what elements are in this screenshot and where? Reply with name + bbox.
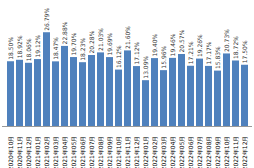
svg-text:17.21%: 17.21% xyxy=(187,41,194,64)
svg-text:17.17%: 17.17% xyxy=(205,41,212,64)
svg-text:15.96%: 15.96% xyxy=(160,45,167,68)
svg-text:2021年01月: 2021年01月 xyxy=(34,136,41,168)
svg-text:2021年12月: 2021年12月 xyxy=(133,136,140,168)
svg-text:2021年11月: 2021年11月 xyxy=(124,136,131,168)
svg-text:2022年07月: 2022年07月 xyxy=(196,136,203,168)
svg-text:2021年05月: 2021年05月 xyxy=(70,136,77,168)
svg-text:17.12%: 17.12% xyxy=(133,41,140,64)
svg-text:2021年08月: 2021年08月 xyxy=(97,136,104,168)
svg-text:2022年10月: 2022年10月 xyxy=(223,136,230,168)
svg-text:20.57%: 20.57% xyxy=(178,29,185,52)
svg-text:2022年03月: 2022年03月 xyxy=(160,136,167,168)
svg-text:19.70%: 19.70% xyxy=(70,32,77,55)
svg-text:18.06%: 18.06% xyxy=(25,38,32,61)
svg-text:19.46%: 19.46% xyxy=(169,33,176,56)
svg-text:18.23%: 18.23% xyxy=(79,38,86,61)
svg-text:2020年12月: 2020年12月 xyxy=(25,136,32,168)
svg-text:26.79%: 26.79% xyxy=(43,8,50,31)
svg-text:2021年09月: 2021年09月 xyxy=(106,136,113,168)
svg-text:2022年04月: 2022年04月 xyxy=(169,136,176,168)
svg-text:2021年07月: 2021年07月 xyxy=(88,136,95,168)
svg-text:2020年11月: 2020年11月 xyxy=(16,136,23,168)
svg-text:18.50%: 18.50% xyxy=(7,37,14,60)
svg-text:2022年12月: 2022年12月 xyxy=(241,136,248,168)
svg-text:20.73%: 20.73% xyxy=(223,29,230,52)
svg-text:21.60%: 21.60% xyxy=(124,26,131,49)
svg-text:15.83%: 15.83% xyxy=(214,46,221,69)
svg-text:16.12%: 16.12% xyxy=(115,45,122,68)
svg-text:2021年03月: 2021年03月 xyxy=(52,136,59,168)
svg-text:19.40%: 19.40% xyxy=(151,33,158,56)
svg-text:21.03%: 21.03% xyxy=(97,28,104,51)
svg-text:2022年09月: 2022年09月 xyxy=(214,136,221,168)
svg-text:22.88%: 22.88% xyxy=(61,21,68,44)
svg-text:2020年10月: 2020年10月 xyxy=(7,136,14,168)
svg-text:18.92%: 18.92% xyxy=(16,35,23,58)
svg-text:18.47%: 18.47% xyxy=(52,37,59,60)
svg-text:19.69%: 19.69% xyxy=(106,32,113,55)
svg-text:2022年06月: 2022年06月 xyxy=(187,136,194,168)
svg-text:2022年02月: 2022年02月 xyxy=(151,136,158,168)
svg-text:2022年08月: 2022年08月 xyxy=(205,136,212,168)
svg-text:19.26%: 19.26% xyxy=(196,34,203,57)
svg-text:2022年05月: 2022年05月 xyxy=(178,136,185,168)
svg-text:20.28%: 20.28% xyxy=(88,30,95,53)
svg-text:17.50%: 17.50% xyxy=(241,40,248,63)
svg-text:2021年02月: 2021年02月 xyxy=(43,136,50,168)
svg-text:2021年04月: 2021年04月 xyxy=(61,136,68,168)
svg-text:2021年06月: 2021年06月 xyxy=(79,136,86,168)
svg-text:2022年11月: 2022年11月 xyxy=(232,136,239,168)
svg-text:13.09%: 13.09% xyxy=(142,56,149,79)
svg-text:18.72%: 18.72% xyxy=(232,36,239,59)
svg-text:19.12%: 19.12% xyxy=(34,34,41,57)
svg-text:2022年01月: 2022年01月 xyxy=(142,136,149,168)
svg-text:2021年10月: 2021年10月 xyxy=(115,136,122,168)
